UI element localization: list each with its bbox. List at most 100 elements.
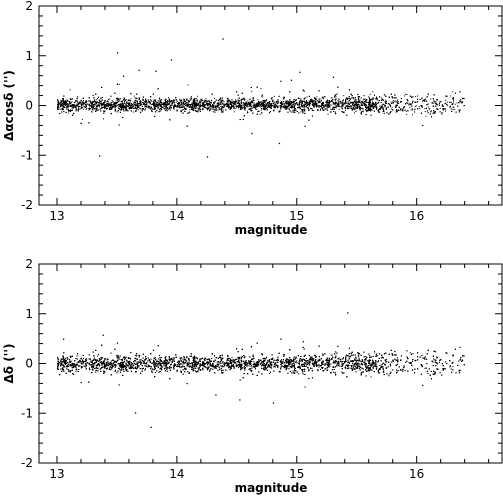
scatter-point (90, 108, 92, 110)
scatter-point (258, 105, 260, 107)
scatter-point (58, 106, 60, 108)
scatter-point (369, 110, 371, 112)
scatter-point (268, 103, 270, 105)
scatter-point (151, 107, 153, 109)
scatter-point (357, 100, 359, 102)
scatter-point (355, 103, 357, 105)
scatter-point (73, 105, 75, 107)
scatter-point (450, 101, 452, 103)
scatter-point (213, 108, 215, 110)
scatter-point (227, 103, 229, 105)
scatter-point (251, 90, 253, 92)
scatter-point (424, 111, 426, 113)
scatter-point (275, 100, 277, 102)
scatter-point (329, 105, 331, 107)
scatter-point (453, 106, 455, 108)
scatter-point (205, 98, 207, 100)
scatter-point (157, 108, 159, 110)
scatter-point (162, 107, 164, 109)
scatter-point (235, 108, 237, 110)
scatter-point (100, 98, 102, 100)
scatter-point (335, 98, 337, 100)
scatter-points (56, 38, 465, 158)
scatter-point (316, 104, 318, 106)
scatter-point (372, 91, 374, 93)
scatter-point (352, 102, 354, 104)
scatter-point (376, 99, 378, 101)
scatter-point (77, 107, 79, 109)
scatter-point (261, 104, 263, 106)
scatter-point (313, 101, 315, 103)
scatter-point (452, 98, 454, 100)
scatter-point (302, 109, 304, 111)
scatter-point (259, 102, 261, 104)
scatter-point (65, 101, 67, 103)
scatter-point (69, 101, 71, 103)
scatter-point (367, 109, 369, 111)
scatter-point (332, 108, 334, 110)
scatter-point (185, 104, 186, 106)
scatter-point (191, 102, 193, 104)
scatter-point (81, 118, 83, 120)
scatter-point (346, 99, 348, 101)
scatter-point (114, 103, 116, 105)
scatter-point (133, 95, 135, 97)
scatter-point (102, 96, 104, 98)
scatter-point (404, 93, 406, 95)
scatter-point (289, 109, 290, 111)
scatter-point (295, 104, 297, 106)
scatter-point (92, 101, 94, 103)
scatter-point (401, 101, 403, 103)
scatter-point (370, 103, 372, 105)
scatter-point (187, 84, 189, 86)
scatter-point (265, 103, 267, 105)
scatter-point (174, 104, 176, 106)
scatter-point (220, 108, 222, 110)
scatter-point (242, 105, 244, 107)
scatter-point (305, 101, 307, 103)
scatter-point (89, 105, 91, 107)
scatter-point (125, 110, 127, 112)
scatter-point (147, 101, 149, 103)
scatter-point (258, 103, 260, 105)
scatter-point (116, 104, 118, 106)
scatter-point (175, 101, 177, 103)
scatter-point (400, 107, 402, 109)
scatter-point (88, 100, 90, 102)
scatter-point (454, 103, 456, 105)
scatter-point (69, 89, 71, 91)
scatter-point (369, 93, 371, 95)
scatter-point (142, 108, 144, 110)
scatter-point (369, 100, 371, 102)
scatter-point (124, 107, 126, 109)
scatter-point (445, 110, 446, 112)
scatter-point (359, 100, 361, 102)
scatter-point (415, 96, 417, 98)
scatter-point (68, 112, 70, 114)
scatter-point (230, 106, 232, 108)
scatter-point (233, 111, 235, 113)
scatter-point (447, 101, 449, 103)
scatter-point (108, 102, 110, 104)
scatter-point (425, 115, 427, 117)
scatter-point (179, 98, 181, 100)
scatter-point (300, 111, 302, 113)
scatter-point (152, 100, 154, 102)
scatter-point (334, 104, 336, 106)
scatter-point (297, 104, 298, 106)
scatter-point (266, 105, 268, 107)
scatter-point (244, 105, 246, 107)
scatter-point (259, 113, 261, 115)
scatter-point (278, 111, 280, 113)
scatter-point (117, 106, 119, 108)
scatter-point (246, 110, 248, 112)
scatter-point (77, 104, 79, 106)
scatter-point (198, 109, 200, 111)
scatter-point (322, 98, 324, 100)
scatter-point (372, 102, 374, 104)
scatter-point (135, 105, 137, 107)
scatter-point (110, 108, 112, 110)
scatter-point (235, 101, 237, 103)
scatter-point (167, 99, 169, 101)
